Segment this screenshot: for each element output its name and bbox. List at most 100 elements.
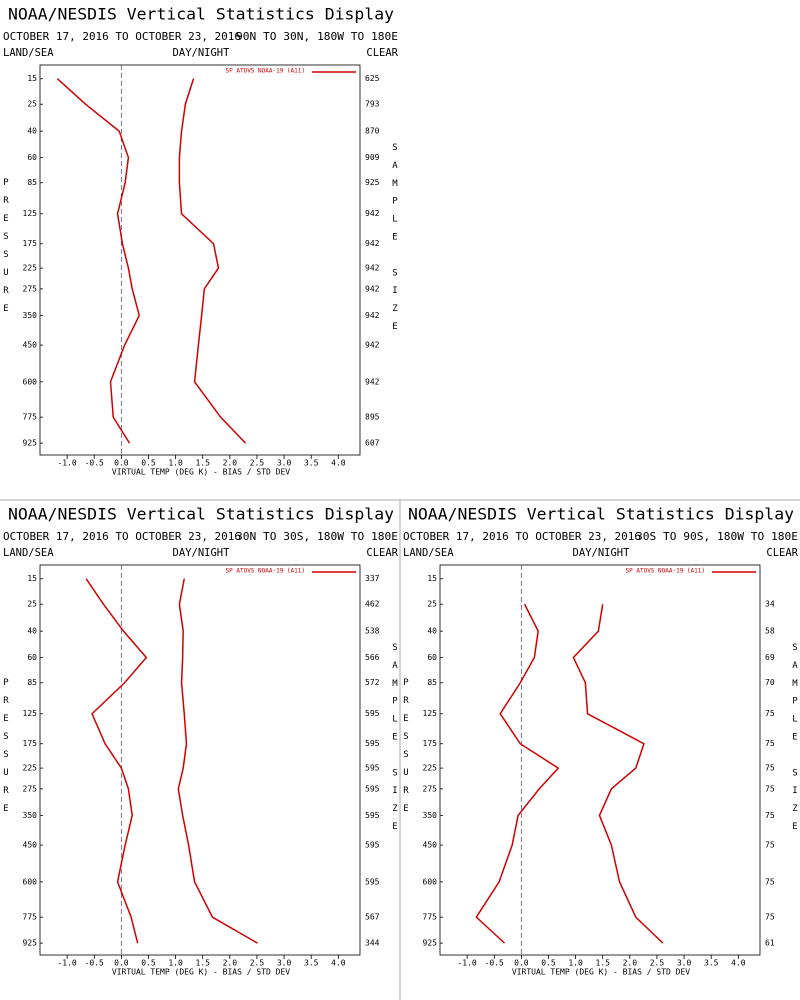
land-sea-label: LAND/SEA [403,547,454,559]
sample-size-label: 793 [365,100,380,109]
day-night-label: DAY/NIGHT [173,47,231,59]
sample-size-label: 572 [365,678,380,687]
x-tick-label: 3.0 [277,959,292,968]
y-tick-label: 450 [23,341,38,350]
sample-size-label: 61 [765,939,775,948]
y-tick-label: 225 [23,764,38,773]
y-tick-label: 925 [423,939,438,948]
y-tick-label: 40 [427,627,437,636]
sample-size-label: 462 [365,600,380,609]
x-tick-label: 1.0 [568,959,583,968]
date-range: OCTOBER 17, 2016 TO OCTOBER 23, 2016 [403,531,641,543]
x-tick-label: 3.5 [304,959,319,968]
plot-frame [39,64,361,456]
x-tick-label: -0.5 [485,959,504,968]
x-tick-label: 4.0 [331,959,346,968]
sample-size-label: 34 [765,600,775,609]
sample-size-label: 895 [365,413,380,422]
sample-size-label: 75 [765,709,775,718]
clear-label: CLEAR [366,47,398,59]
x-axis-label: VIRTUAL TEMP (DEG K) - BIAS / STD DEV [512,968,690,977]
x-tick-label: 0.5 [141,959,156,968]
date-range: OCTOBER 17, 2016 TO OCTOBER 23, 2016 [3,531,241,543]
x-tick-label: -0.5 [85,459,104,468]
y-tick-label: 275 [23,784,38,793]
sample-size-label: 75 [765,739,775,748]
sample-size-label: 566 [365,653,380,662]
sample-size-label: 942 [365,239,380,248]
y-tick-label: 40 [27,127,37,136]
sample-size-label: 942 [365,311,380,320]
sample-size-label: 870 [365,127,380,136]
clear-label: CLEAR [366,547,398,559]
x-tick-label: -1.0 [457,959,476,968]
land-sea-label: LAND/SEA [3,47,54,59]
region: 30S TO 90S, 180W TO 180E [636,531,798,543]
x-tick-label: 2.0 [223,959,238,968]
sample-size-label: 942 [365,284,380,293]
sample-size-label: 58 [765,627,775,636]
y-tick-label: 175 [23,239,38,248]
x-tick-label: 0.0 [514,959,529,968]
y-tick-label: 600 [423,877,438,886]
sample-size-label: 942 [365,377,380,386]
day-night-label: DAY/NIGHT [573,547,631,559]
sample-size-label: 942 [365,264,380,273]
y-tick-label: 25 [27,100,37,109]
y-tick-label: 125 [423,709,438,718]
sample-size-label: 567 [365,913,380,922]
legend-label: SP ATOVS NOAA-19 (A11) [226,568,305,575]
y-tick-label: 40 [27,627,37,636]
x-tick-label: 0.0 [114,959,129,968]
x-tick-label: 1.5 [195,459,210,468]
profile-line [572,604,664,944]
x-tick-label: 1.0 [168,959,183,968]
clear-label: CLEAR [766,547,798,559]
x-tick-label: 0.5 [541,959,556,968]
y-tick-label: 60 [27,653,37,662]
x-tick-label: 0.5 [141,459,156,468]
x-tick-label: 2.5 [250,959,265,968]
y-tick-label: 925 [23,439,38,448]
sample-size-label: 337 [365,574,380,583]
sample-size-label: 75 [765,811,775,820]
x-tick-label: -1.0 [57,459,76,468]
y-tick-label: 25 [27,600,37,609]
y-tick-label: 925 [23,939,38,948]
x-tick-label: 2.5 [250,459,265,468]
sample-size-label: 909 [365,153,380,162]
x-tick-label: 3.0 [277,459,292,468]
sample-size-label: 70 [765,678,775,687]
sample-size-label: 75 [765,841,775,850]
x-tick-label: -1.0 [57,959,76,968]
date-range: OCTOBER 17, 2016 TO OCTOBER 23, 2016 [3,31,241,43]
profile-line [177,578,258,944]
y-tick-label: 25 [427,600,437,609]
chart-panel: NOAA/NESDIS Vertical Statistics Display O… [3,5,399,477]
y-tick-label: 775 [23,913,38,922]
sample-size-label: 942 [365,209,380,218]
sample-size-label: 607 [365,439,380,448]
profile-line [56,78,141,444]
sample-size-label: 925 [365,178,380,187]
y-tick-label: 275 [423,784,438,793]
y-tick-label: 775 [23,413,38,422]
y-tick-label: 350 [23,811,38,820]
profile-line [85,578,148,944]
x-tick-label: 1.5 [595,959,610,968]
plot-frame [439,564,761,956]
x-tick-label: 4.0 [331,459,346,468]
x-tick-label: 4.0 [731,959,746,968]
plot-frame [39,564,361,956]
x-tick-label: 0.0 [114,459,129,468]
y-tick-label: 85 [27,678,37,687]
chart-panel: NOAA/NESDIS Vertical Statistics Display O… [403,505,799,977]
sample-size-label: 595 [365,739,380,748]
